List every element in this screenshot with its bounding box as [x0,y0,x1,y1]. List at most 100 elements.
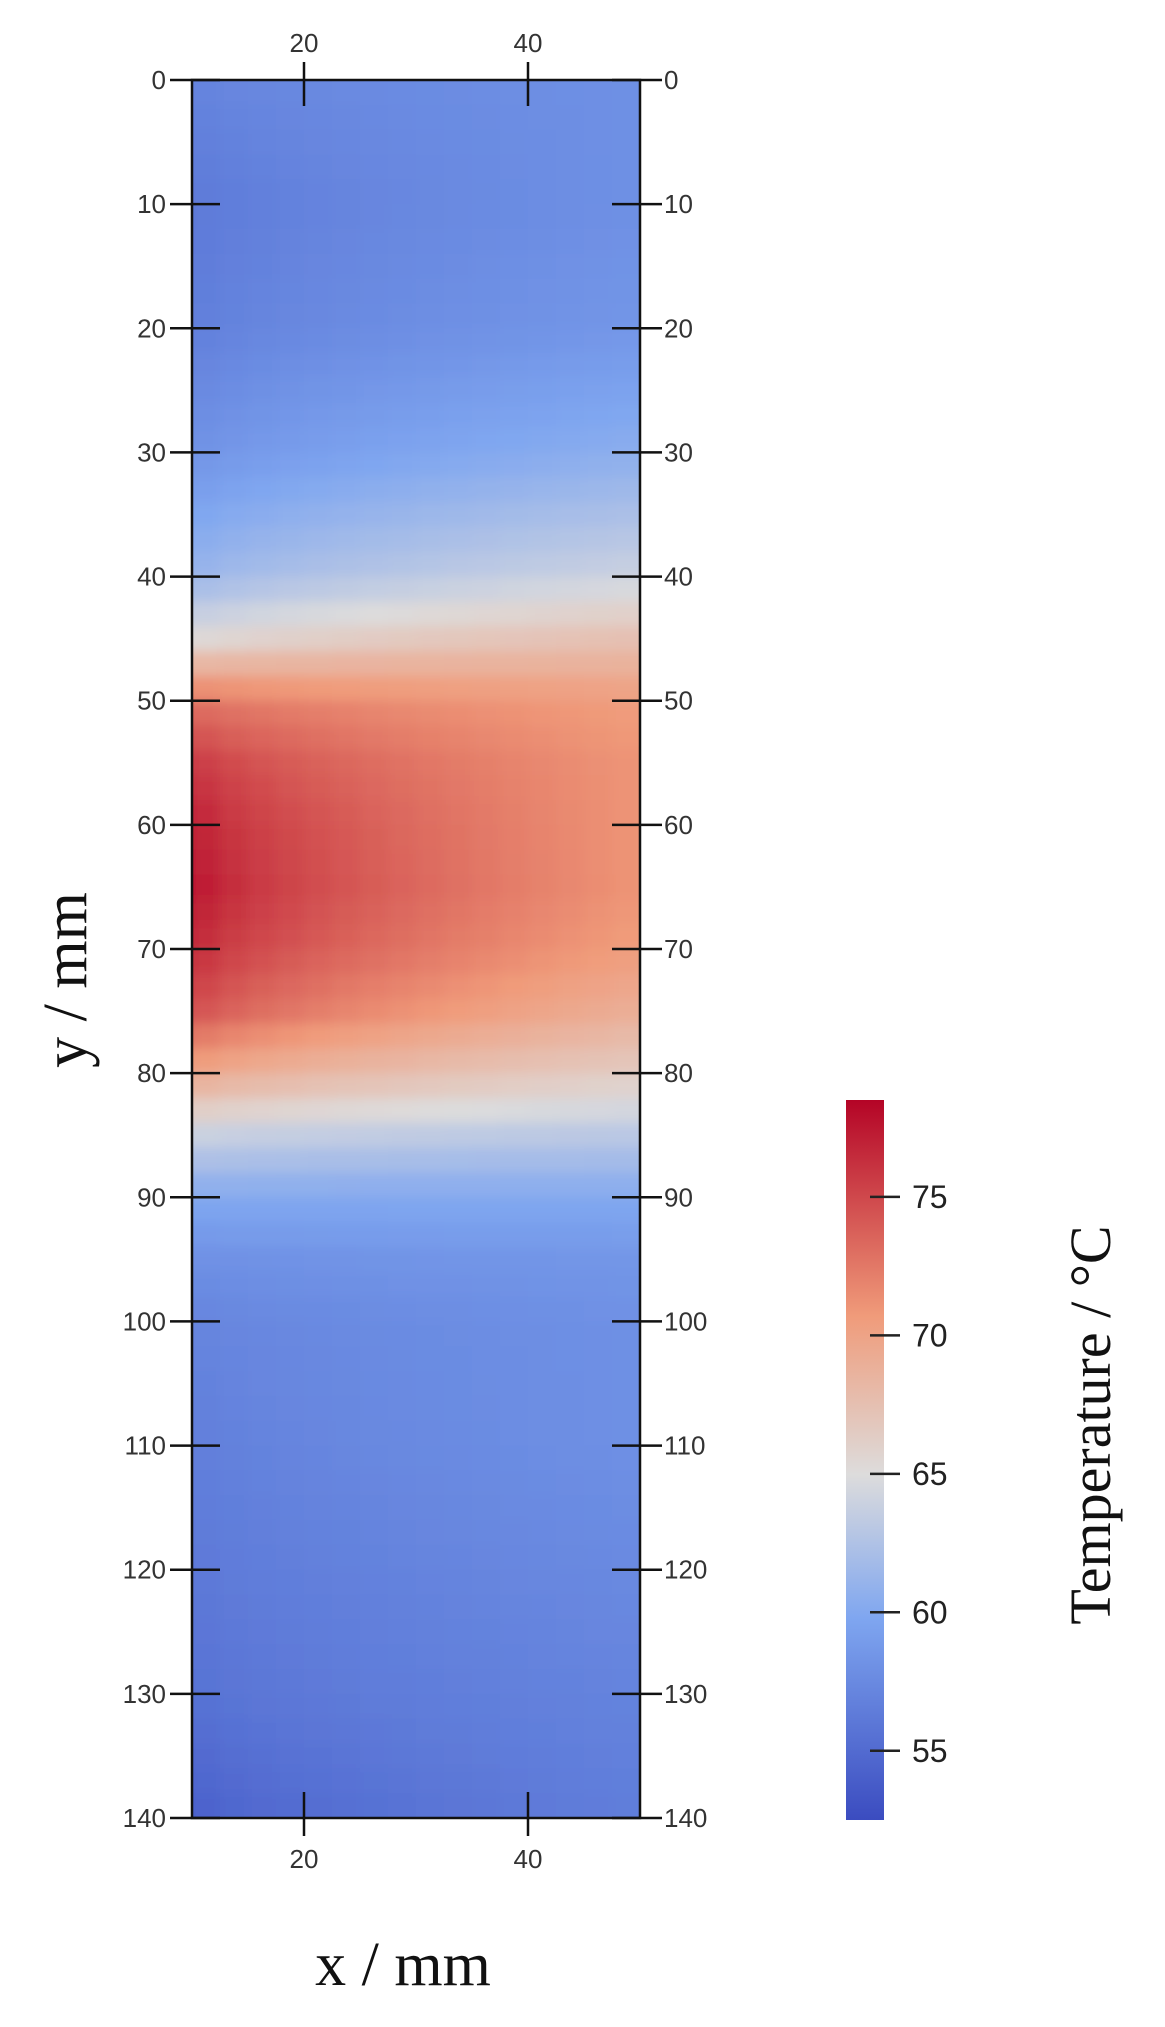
heatmap-cell [332,973,361,1000]
heatmap-cell [192,253,193,280]
heatmap-cell [640,1148,669,1174]
heatmap-cell [332,1669,361,1695]
heatmap-cell [472,1346,501,1373]
heatmap-cell [332,651,361,677]
heatmap-cell [388,1073,417,1099]
heatmap-cell [388,377,417,404]
y-axis-right: 0 10 20 30 40 50 60 70 80 90 100 110 120 130 140 [612,65,707,1833]
heatmap-cell [584,104,613,131]
heatmap-cell [220,104,249,131]
heatmap-cell [500,1594,529,1621]
heatmap-cell [192,278,193,305]
heatmap-cell [416,973,445,1000]
heatmap-cell [416,824,445,851]
heatmap-cell [332,1569,361,1596]
heatmap-cell [528,229,557,255]
heatmap-cell [556,80,585,106]
heatmap-cell [248,1594,277,1621]
y-axis-left: 0 10 20 30 40 50 60 70 80 90 100 110 120 130 140 [123,65,220,1833]
heatmap-cell [640,403,669,429]
heatmap-cell [192,229,221,255]
heatmap-cell [276,80,305,81]
heatmap-cell [416,229,445,255]
heatmap-cell [584,1321,613,1348]
heatmap-cell [472,477,501,504]
heatmap-cell [192,1246,193,1273]
heatmap-cell [416,1544,445,1571]
heatmap-cell [332,1619,361,1646]
heatmap-cell [612,104,640,131]
heatmap-cell [192,949,193,975]
heatmap-cell [556,1768,585,1795]
heatmap-cell [192,204,193,230]
heatmap-cell [304,1098,333,1124]
heatmap-cell [584,377,613,404]
heatmap-cell [220,1073,249,1099]
heatmap-cell [528,874,557,901]
heatmap-cell [220,924,249,950]
heatmap-cell [472,129,501,156]
heatmap-cell [276,1470,305,1497]
heatmap-cell [192,750,193,777]
heatmap-cell [192,353,221,379]
heatmap-cell [556,1420,585,1447]
heatmap-cell [528,1768,557,1795]
heatmap-cell [472,775,501,801]
heatmap-cell [556,104,585,131]
heatmap-cell [360,1122,389,1149]
heatmap-cell [584,1296,613,1323]
heatmap-cell [584,278,613,305]
heatmap-cell [192,1520,221,1546]
heatmap-cell [332,1246,361,1273]
heatmap-cell [444,104,473,131]
heatmap-cell [640,651,669,677]
heatmap-cell [276,353,305,379]
heatmap-cell [416,204,445,230]
heatmap-cell [220,1420,249,1447]
heatmap-cell [500,899,529,926]
heatmap-cell [528,1743,557,1770]
heatmap-cell [472,1520,501,1546]
heatmap-cell [500,502,529,528]
colorbar-tick-label: 70 [912,1317,948,1353]
heatmap-cell [388,427,417,454]
heatmap-cell [276,576,305,603]
heatmap-cell [388,1768,417,1795]
heatmap-cell [416,1321,445,1348]
heatmap-cell [276,129,305,156]
heatmap-cell [472,80,501,81]
heatmap-cell [192,750,221,777]
heatmap-cell [556,824,585,851]
heatmap-cell [444,775,473,801]
heatmap-cell [612,874,640,901]
heatmap-cell [276,1619,305,1646]
heatmap-cell [360,129,389,156]
heatmap-cell [444,1619,473,1646]
heatmap-cell [220,998,249,1025]
heatmap-cell [500,998,529,1025]
heatmap-cell [640,1644,669,1670]
heatmap-cell [640,1768,669,1794]
heatmap-cell [192,1693,193,1720]
heatmap-cell [472,1073,501,1099]
heatmap-cell [192,179,193,206]
heatmap-cell [584,849,613,876]
heatmap-cell [388,1321,417,1348]
x-tick-label-bottom: 40 [514,1844,543,1874]
heatmap-cell [444,1818,473,1844]
heatmap-cell [444,427,473,454]
heatmap-cell [556,154,585,181]
heatmap-cell [584,1495,613,1521]
heatmap-cell [332,1420,361,1447]
heatmap-cell [220,1495,249,1521]
heatmap-cell [220,377,249,404]
heatmap-cell [192,1271,221,1298]
heatmap-cell [612,750,640,777]
heatmap-cell [612,1395,640,1422]
heatmap-cell [528,725,557,752]
heatmap-cell [220,1445,249,1472]
heatmap-cell [192,725,193,752]
heatmap-cell [528,154,557,181]
heatmap-cell [192,353,193,379]
heatmap-cell [192,278,221,305]
